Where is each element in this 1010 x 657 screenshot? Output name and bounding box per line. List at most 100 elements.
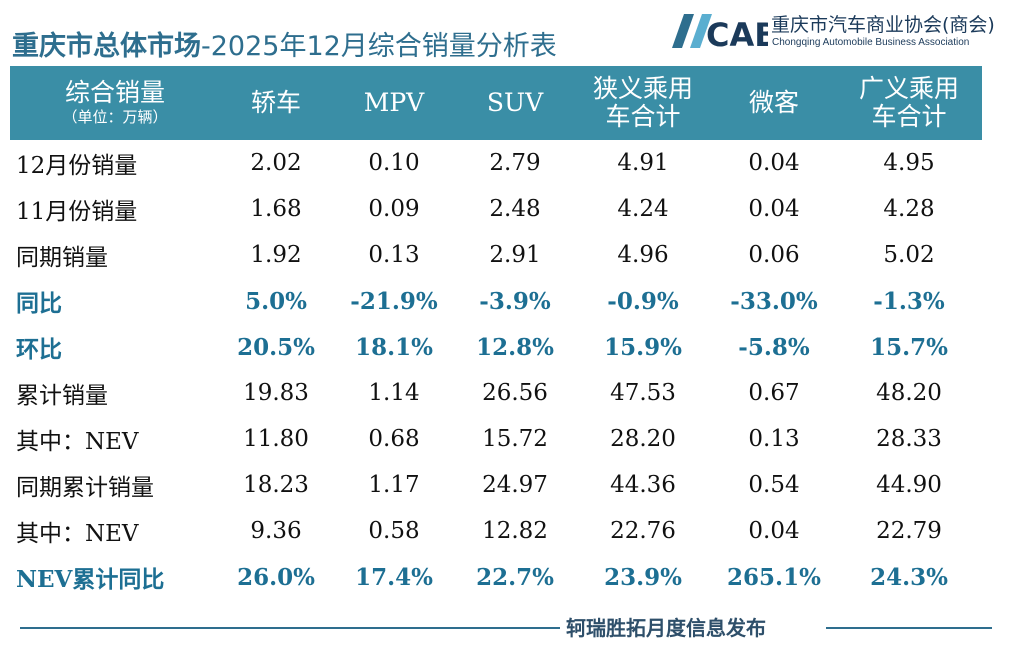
table-row: 同期累计销量 18.23 1.17 24.97 44.36 0.54 44.90 bbox=[10, 462, 982, 508]
table-cell: -1.3% bbox=[873, 287, 945, 315]
table-cell: -33.0% bbox=[730, 287, 818, 315]
logo-mark-text: CABA bbox=[706, 16, 768, 54]
table-cell: 28.33 bbox=[876, 426, 942, 452]
table-cell: 2.48 bbox=[489, 196, 541, 222]
row-label: 12月份销量 bbox=[16, 153, 138, 179]
table-cell: 12.82 bbox=[482, 518, 548, 544]
table-cell: 47.53 bbox=[610, 380, 676, 406]
row-label: 其中：NEV bbox=[16, 521, 139, 547]
page-title: 重庆市总体市场-2025年12月综合销量分析表 bbox=[12, 24, 557, 64]
table-cell: 9.36 bbox=[250, 518, 302, 544]
table-cell: -5.8% bbox=[738, 333, 810, 361]
row-label: 环比 bbox=[16, 336, 62, 363]
table-cell: 26.0% bbox=[237, 563, 315, 591]
table-cell: 0.10 bbox=[368, 150, 420, 176]
title-main: 重庆市总体市场 bbox=[12, 31, 201, 62]
row-label: 同期销量 bbox=[16, 245, 108, 271]
table-row: 其中：NEV 9.36 0.58 12.82 22.76 0.04 22.79 bbox=[10, 508, 982, 554]
caba-logo-mark: CABA bbox=[672, 14, 768, 54]
table-cell: 22.7% bbox=[476, 563, 554, 591]
table-row: 累计销量 19.83 1.14 26.56 47.53 0.67 48.20 bbox=[10, 370, 982, 416]
footer-line-left bbox=[20, 627, 560, 629]
logo-name-cn: 重庆市汽车商业协会(商会) bbox=[771, 14, 995, 36]
table-cell: 20.5% bbox=[237, 333, 315, 361]
table-cell: 44.90 bbox=[876, 472, 942, 498]
title-sub: -2025年12月综合销量分析表 bbox=[201, 31, 557, 62]
row-label: 其中：NEV bbox=[16, 429, 139, 455]
table-cell: 265.1% bbox=[727, 563, 821, 591]
table-row: 11月份销量 1.68 0.09 2.48 4.24 0.04 4.28 bbox=[10, 186, 982, 232]
table-cell: 0.06 bbox=[748, 242, 800, 268]
table-cell: 0.67 bbox=[748, 380, 800, 406]
table-row: 同比 5.0% -21.9% -3.9% -0.9% -33.0% -1.3% bbox=[10, 278, 982, 324]
row-label: 同期累计销量 bbox=[16, 475, 154, 501]
table-cell: 0.04 bbox=[748, 150, 800, 176]
column-header-narrow-total: 狭义乘用车合计 bbox=[592, 74, 693, 131]
table-cell: 4.28 bbox=[883, 196, 935, 222]
table-cell: 48.20 bbox=[876, 380, 942, 406]
logo-name-en: Chongqing Automobile Business Associatio… bbox=[772, 37, 970, 48]
table-cell: -3.9% bbox=[479, 287, 551, 315]
table-cell: 0.04 bbox=[748, 518, 800, 544]
table-cell: 0.13 bbox=[748, 426, 800, 452]
table-cell: 5.0% bbox=[245, 287, 307, 315]
table-cell: 44.36 bbox=[610, 472, 676, 498]
table-cell: 24.97 bbox=[482, 472, 548, 498]
table-cell: 4.96 bbox=[617, 242, 669, 268]
footer-text: 轲瑞胜拓月度信息发布 bbox=[566, 616, 766, 640]
column-header-minivan: 微客 bbox=[748, 88, 799, 117]
header-label: 综合销量 bbox=[64, 78, 165, 107]
table-cell: 17.4% bbox=[355, 563, 433, 591]
table-cell: 1.17 bbox=[368, 472, 420, 498]
footer: 轲瑞胜拓月度信息发布 bbox=[0, 612, 1010, 642]
row-label: 同比 bbox=[16, 290, 62, 317]
table-cell: 26.56 bbox=[482, 380, 548, 406]
table-cell: -21.9% bbox=[350, 287, 438, 315]
table-cell: -0.9% bbox=[607, 287, 679, 315]
table-cell: 0.68 bbox=[368, 426, 420, 452]
row-label: NEV累计同比 bbox=[16, 566, 165, 593]
table-cell: 1.68 bbox=[250, 196, 302, 222]
table-cell: 12.8% bbox=[476, 333, 554, 361]
table-body: 12月份销量 2.02 0.10 2.79 4.91 0.04 4.95 11月份销量 1.68… bbox=[10, 140, 982, 600]
table-row: 环比 20.5% 18.1% 12.8% 15.9% -5.8% 15.7% bbox=[10, 324, 982, 370]
table-cell: 0.13 bbox=[368, 242, 420, 268]
row-label: 11月份销量 bbox=[16, 199, 138, 225]
table-cell: 1.92 bbox=[250, 242, 302, 268]
table-cell: 19.83 bbox=[243, 380, 309, 406]
table-cell: 15.9% bbox=[604, 333, 682, 361]
table-cell: 24.3% bbox=[870, 563, 948, 591]
table-cell: 0.54 bbox=[748, 472, 800, 498]
header-unit: （单位：万辆） bbox=[62, 108, 168, 126]
sales-table: 综合销量 （单位：万辆） 轿车 MPV SUV 狭义乘用车合计 微客 广义乘用车… bbox=[10, 66, 982, 600]
table-cell: 4.95 bbox=[883, 150, 935, 176]
table-cell: 0.04 bbox=[748, 196, 800, 222]
table-cell: 23.9% bbox=[604, 563, 682, 591]
association-logo: CABA 重庆市汽车商业协会(商会) Chongqing Automobile … bbox=[668, 6, 998, 58]
column-header-mpv: MPV bbox=[363, 88, 425, 117]
table-row: 12月份销量 2.02 0.10 2.79 4.91 0.04 4.95 bbox=[10, 140, 982, 186]
table-cell: 15.72 bbox=[482, 426, 548, 452]
column-header-suv: SUV bbox=[486, 88, 544, 117]
table-cell: 18.1% bbox=[355, 333, 433, 361]
table-cell: 1.14 bbox=[368, 380, 420, 406]
table-cell: 0.58 bbox=[368, 518, 420, 544]
table-cell: 18.23 bbox=[243, 472, 309, 498]
table-cell: 5.02 bbox=[883, 242, 935, 268]
table-cell: 2.91 bbox=[489, 242, 541, 268]
table-cell: 22.79 bbox=[876, 518, 942, 544]
column-header-sedan: 轿车 bbox=[250, 88, 301, 117]
header-label-cell: 综合销量 （单位：万辆） bbox=[10, 66, 220, 140]
table-cell: 11.80 bbox=[243, 426, 309, 452]
table-header-row: 综合销量 （单位：万辆） 轿车 MPV SUV 狭义乘用车合计 微客 广义乘用车… bbox=[10, 66, 982, 140]
table-row: 其中：NEV 11.80 0.68 15.72 28.20 0.13 28.33 bbox=[10, 416, 982, 462]
table-cell: 0.09 bbox=[368, 196, 420, 222]
footer-line-right bbox=[826, 627, 992, 629]
table-row: NEV累计同比 26.0% 17.4% 22.7% 23.9% 265.1% 24.3% bbox=[10, 554, 982, 600]
table-cell: 4.24 bbox=[617, 196, 669, 222]
table-row: 同期销量 1.92 0.13 2.91 4.96 0.06 5.02 bbox=[10, 232, 982, 278]
table-cell: 4.91 bbox=[617, 150, 669, 176]
table-cell: 28.20 bbox=[610, 426, 676, 452]
table-cell: 2.79 bbox=[489, 150, 541, 176]
row-label: 累计销量 bbox=[16, 383, 108, 409]
